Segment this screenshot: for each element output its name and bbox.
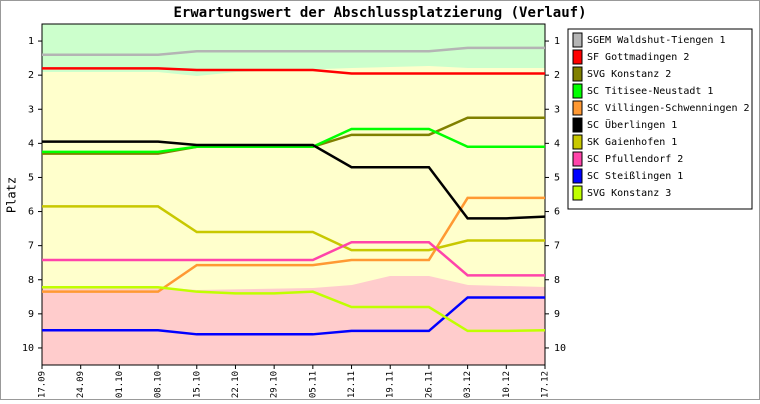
y-tick-label: 6 [28,207,34,218]
y-tick-label: 8 [28,275,34,286]
legend-swatch [572,100,583,116]
y-tick-label: 1 [28,36,34,47]
y2-tick-label: 9 [554,309,560,320]
x-tick-label: 26.11 [424,371,434,398]
x-tick-label: 17.09 [38,371,48,398]
y-tick-label: 10 [22,343,34,354]
y2-tick-label: 2 [554,70,560,81]
y2-tick-label: 7 [554,241,560,252]
plot-border [41,23,546,366]
y2-tick-label: 4 [554,138,560,149]
x-tick-label: 01.10 [115,371,125,398]
legend-label: SGEM Waldshut-Tiengen 1 [587,35,725,46]
series-line [42,67,545,75]
legend-label: SC Pfullendorf 2 [587,154,683,165]
y-axis-label: Platz [5,177,19,213]
legend-swatch [572,83,583,99]
x-tick-label: 08.10 [154,371,164,398]
series-line [42,140,546,220]
x-tick-label: 15.10 [192,371,202,398]
y2-tick-label: 1 [554,36,560,47]
y-tick-label: 9 [28,309,34,320]
legend-swatch [572,32,583,48]
y-tick-label: 4 [28,138,34,149]
series-line [42,205,545,252]
legend-label: SVG Konstanz 2 [587,69,671,80]
x-tick-label: 19.11 [386,371,396,398]
legend-label: SF Gottmadingen 2 [587,52,689,63]
y2-tick-label: 5 [554,172,560,183]
x-tick-label: 29.10 [270,371,280,398]
y-tick-label: 3 [28,104,34,115]
legend-label: SC Villingen-Schwenningen 2 [587,103,750,114]
legend [567,28,753,210]
series-line [42,46,545,56]
series-line [42,127,545,154]
x-tick-label: 17.12 [541,371,551,398]
legend-label: SC Überlingen 1 [587,118,677,131]
zone-top [42,24,545,76]
y-tick-label: 5 [28,172,34,183]
x-tick-label: 24.09 [76,371,86,398]
zone-bottom [42,276,545,365]
y2-tick-label: 6 [554,207,560,218]
legend-swatch [572,66,583,82]
legend-swatch [572,134,583,150]
y2-tick-label: 10 [554,343,566,354]
y-tick-label: 2 [28,70,34,81]
x-tick-label: 12.11 [347,371,357,398]
x-tick-label: 10.12 [502,371,512,398]
x-tick-label: 03.12 [463,371,473,398]
series-line [42,240,545,277]
legend-label: SK Gaienhofen 1 [587,137,677,148]
y-tick-label: 7 [28,241,34,252]
legend-swatch [572,49,583,65]
series-line [42,296,545,336]
x-tick-label: 05.11 [308,371,318,398]
legend-swatch [572,117,583,133]
legend-swatch [572,168,583,184]
y2-tick-label: 8 [554,275,560,286]
x-tick-label: 22.10 [231,371,241,398]
legend-label: SVG Konstanz 3 [587,188,671,199]
legend-label: SC Steißlingen 1 [587,171,683,182]
series-line [42,286,546,333]
legend-swatch [572,151,583,167]
legend-label: SC Titisee-Neustadt 1 [587,86,713,97]
legend-swatch [572,185,583,201]
chart-title: Erwartungswert der Abschlussplatzierung … [173,5,586,21]
y2-tick-label: 3 [554,104,560,115]
